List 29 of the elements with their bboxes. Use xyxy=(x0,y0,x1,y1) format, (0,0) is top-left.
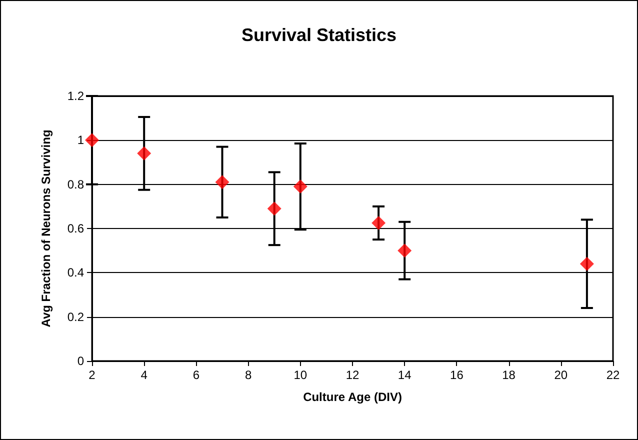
y-axis-title: Avg Fraction of Neurons Surviving xyxy=(39,130,53,328)
y-tick-label: 0 xyxy=(77,354,84,368)
x-tick-label: 20 xyxy=(554,368,568,382)
x-tick-label: 12 xyxy=(346,368,360,382)
y-tick-label: 0.8 xyxy=(67,177,84,192)
x-tick-label: 6 xyxy=(192,368,200,382)
x-tick-label: 10 xyxy=(294,368,308,382)
point xyxy=(215,175,230,190)
y-tick-label: 0.4 xyxy=(67,266,84,280)
point xyxy=(293,180,308,194)
x-tick-label: 18 xyxy=(502,368,516,382)
y-tick-label: 1 xyxy=(77,133,84,148)
x-tick-label: 8 xyxy=(244,368,252,382)
x-tick-label: 2 xyxy=(88,368,96,382)
y-tick-label: 1.2 xyxy=(67,89,84,103)
y-tick-label: 0.6 xyxy=(67,222,84,236)
x-tick-label: 16 xyxy=(450,368,464,382)
point xyxy=(85,133,99,148)
y-tick-label: 0.2 xyxy=(67,310,84,324)
x-tick-label: 14 xyxy=(398,368,412,382)
chart-title: Survival Statistics xyxy=(241,25,397,45)
x-tick-label: 22 xyxy=(606,368,620,382)
x-axis-title: Culture Age (DIV) xyxy=(303,390,402,404)
point xyxy=(137,146,152,160)
point xyxy=(580,256,594,271)
point xyxy=(398,244,412,258)
x-tick-label: 4 xyxy=(140,368,148,382)
point xyxy=(267,202,282,216)
point xyxy=(372,216,386,230)
